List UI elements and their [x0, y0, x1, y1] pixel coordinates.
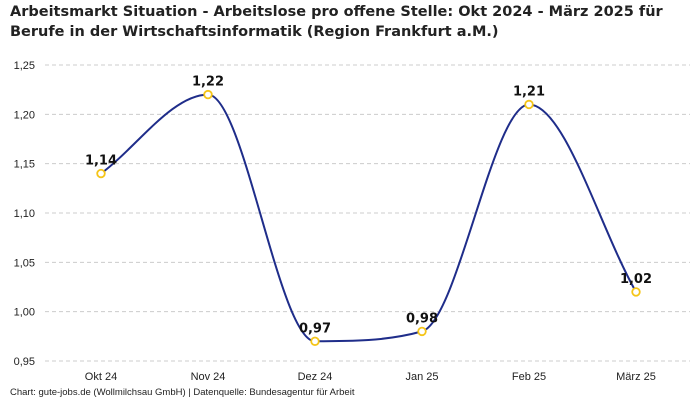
data-label: 1,02 [620, 272, 652, 287]
x-tick-label: Dez 24 [298, 371, 333, 383]
data-label: 0,97 [299, 321, 331, 336]
y-tick-label: 1,25 [14, 60, 35, 72]
data-point [96, 168, 106, 179]
chart-source-note: Chart: gute-jobs.de (Wollmilchsau GmbH) … [10, 387, 355, 398]
y-tick-label: 1,10 [14, 208, 35, 220]
data-label: 0,98 [406, 311, 438, 326]
data-label: 1,14 [85, 154, 117, 169]
chart-title: Arbeitsmarkt Situation - Arbeitslose pro… [10, 4, 663, 40]
data-point [524, 99, 534, 110]
y-tick-label: 1,15 [14, 159, 35, 171]
data-label: 1,22 [192, 75, 224, 90]
data-point [203, 89, 213, 100]
y-tick-label: 1,05 [14, 257, 35, 269]
y-axis-tick-labels: 0,95 1,00 1,05 1,10 1,15 1,20 1,25 [14, 60, 35, 368]
data-point [310, 336, 320, 346]
data-point [631, 287, 641, 297]
data-point [417, 326, 427, 337]
series-line [100, 93, 637, 343]
x-tick-label: Okt 24 [85, 371, 117, 383]
x-tick-label: März 25 [616, 371, 656, 383]
x-tick-label: Nov 24 [191, 371, 226, 383]
y-tick-label: 1,20 [14, 109, 35, 121]
data-labels: 1,14 1,22 0,97 0,98 1,21 1,02 [85, 75, 652, 337]
data-label: 1,21 [513, 84, 545, 99]
x-tick-label: Jan 25 [405, 371, 438, 383]
x-axis-tick-labels: Okt 24 Nov 24 Dez 24 Jan 25 Feb 25 März 25 [85, 371, 656, 383]
data-point-markers [96, 89, 641, 346]
y-tick-label: 0,95 [14, 356, 35, 368]
grid-lines [45, 64, 690, 362]
y-tick-label: 1,00 [14, 307, 35, 319]
x-tick-label: Feb 25 [512, 371, 546, 383]
